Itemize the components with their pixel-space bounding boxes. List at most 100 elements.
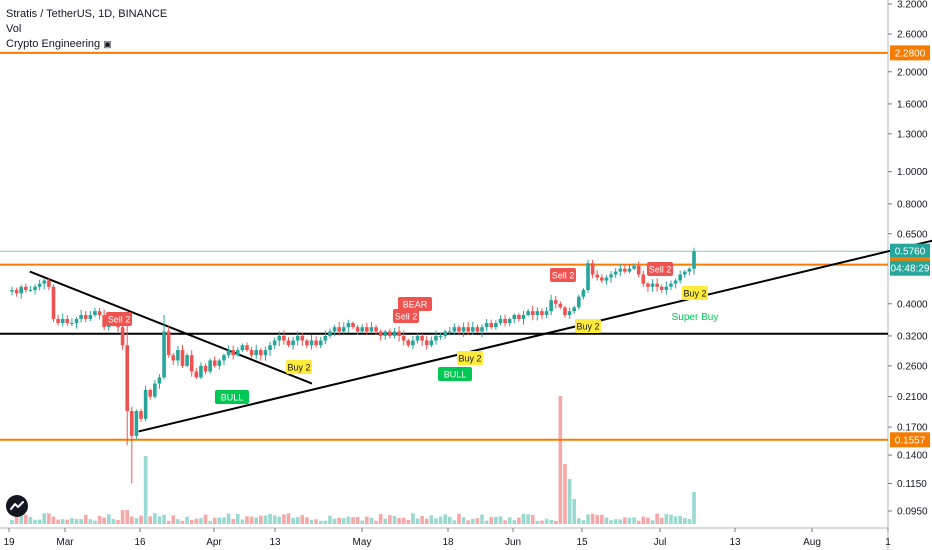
volume-bar xyxy=(664,514,669,524)
volume-bar xyxy=(19,516,24,524)
volume-bar xyxy=(636,520,641,524)
candle-body xyxy=(47,280,51,287)
tradingview-logo-icon[interactable] xyxy=(6,495,28,517)
signal-box xyxy=(393,309,419,323)
signal-box xyxy=(647,262,673,276)
candle-body xyxy=(526,311,530,316)
volume-bar xyxy=(305,517,309,524)
candle-body xyxy=(581,290,586,297)
volume-bar xyxy=(517,517,521,524)
candle-body xyxy=(268,345,272,351)
candle-body xyxy=(553,300,558,304)
candle-body xyxy=(457,327,461,332)
candle-body xyxy=(563,307,567,316)
signal-bull: BULL xyxy=(215,390,249,404)
volume-bar xyxy=(240,519,245,524)
volume-bar xyxy=(673,516,678,524)
volume-bar xyxy=(558,396,563,524)
candle-body xyxy=(443,331,447,336)
candle-body xyxy=(452,327,457,332)
signal-box xyxy=(438,367,472,381)
price-tick-label: 0.2600 xyxy=(897,361,928,372)
candle-body xyxy=(318,340,323,346)
volume-bar xyxy=(111,518,116,524)
volume-bar xyxy=(194,518,199,524)
volume-bar xyxy=(521,514,526,524)
candle-body xyxy=(351,323,355,328)
signal-buy: Buy 2 xyxy=(286,360,312,374)
volume-bar xyxy=(540,520,544,524)
volume-bar xyxy=(434,518,438,524)
volume-bar xyxy=(503,520,507,524)
time-tick-label: May xyxy=(353,537,372,548)
volume-bar xyxy=(678,515,682,524)
candle-body xyxy=(397,331,401,336)
candle-body xyxy=(24,286,28,291)
volume-bars xyxy=(10,396,696,524)
time-tick-label: 13 xyxy=(729,537,741,548)
candle-body xyxy=(567,311,572,316)
candle-body xyxy=(438,335,443,337)
script-indicator-label[interactable]: Crypto Engineering xyxy=(6,38,101,50)
signal-text: Sell 2 xyxy=(552,271,575,281)
volume-indicator-label[interactable]: Vol xyxy=(6,23,22,35)
candle-body xyxy=(623,268,627,272)
time-tick-label: Apr xyxy=(206,537,222,548)
candle-body xyxy=(337,327,341,332)
price-tick-label: 0.3200 xyxy=(897,331,928,342)
candle-body xyxy=(249,350,254,356)
candle-body xyxy=(636,265,641,275)
volume-bar xyxy=(461,517,466,524)
countdown-box xyxy=(890,260,930,276)
volume-bar xyxy=(627,517,632,524)
price-axis[interactable]: 3.2000 2.6000 2.0000 1.6000 1.3000 1.0000 0.80… xyxy=(888,0,928,518)
symbol-title[interactable]: Stratis / TetherUS, 1D, BINANCE xyxy=(6,8,168,20)
volume-bar xyxy=(249,516,254,524)
volume-bar xyxy=(549,519,553,524)
candle-body xyxy=(176,350,180,361)
signal-box xyxy=(682,286,708,300)
volume-bar xyxy=(203,514,208,524)
signal-text: Buy 2 xyxy=(576,322,599,332)
volume-bar xyxy=(659,517,664,524)
volume-bar xyxy=(222,517,226,524)
volume-bar xyxy=(346,516,351,524)
volume-bar xyxy=(139,515,143,524)
grid xyxy=(0,0,889,550)
time-tick-label: 19 xyxy=(3,537,15,548)
candle-body xyxy=(88,315,93,319)
volume-bar xyxy=(314,519,318,524)
volume-bar xyxy=(369,517,374,524)
signal-text: BEAR xyxy=(403,300,428,310)
volume-bar xyxy=(415,518,420,524)
candle-body xyxy=(65,318,70,324)
time-tick-label: Jul xyxy=(654,537,667,548)
volume-bar xyxy=(93,520,97,524)
time-axis[interactable]: 19 Mar 16 Apr 13 May 18 Jun 15 Jul 13 Aug 1 xyxy=(3,528,891,548)
price-marker-label: 0.5760 xyxy=(895,247,926,258)
signal-sell: Sell 2 xyxy=(550,268,576,282)
volume-bar xyxy=(494,516,498,524)
volume-bar xyxy=(600,514,604,524)
candle-body xyxy=(659,286,664,291)
volume-bar xyxy=(567,479,572,524)
volume-bar xyxy=(590,513,595,524)
volume-bar xyxy=(489,517,494,524)
signal-box xyxy=(575,319,601,333)
candle-body xyxy=(305,340,309,346)
volume-bar xyxy=(563,464,567,524)
candle-body xyxy=(10,290,14,292)
candle-body xyxy=(494,323,498,328)
candle-body xyxy=(245,345,249,351)
signal-box xyxy=(286,360,312,374)
volume-bar xyxy=(74,519,79,524)
volume-bar xyxy=(318,520,323,524)
volume-bar xyxy=(323,520,328,524)
volume-bar xyxy=(544,518,549,524)
candle-body xyxy=(56,318,60,324)
candle-body xyxy=(429,340,434,346)
volume-bar xyxy=(130,516,134,524)
volume-bar xyxy=(153,513,157,524)
candle-body xyxy=(650,283,655,287)
